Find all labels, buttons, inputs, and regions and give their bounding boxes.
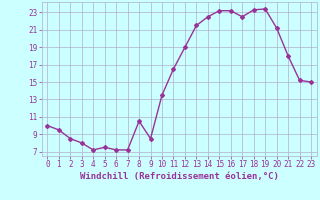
X-axis label: Windchill (Refroidissement éolien,°C): Windchill (Refroidissement éolien,°C) [80, 172, 279, 181]
